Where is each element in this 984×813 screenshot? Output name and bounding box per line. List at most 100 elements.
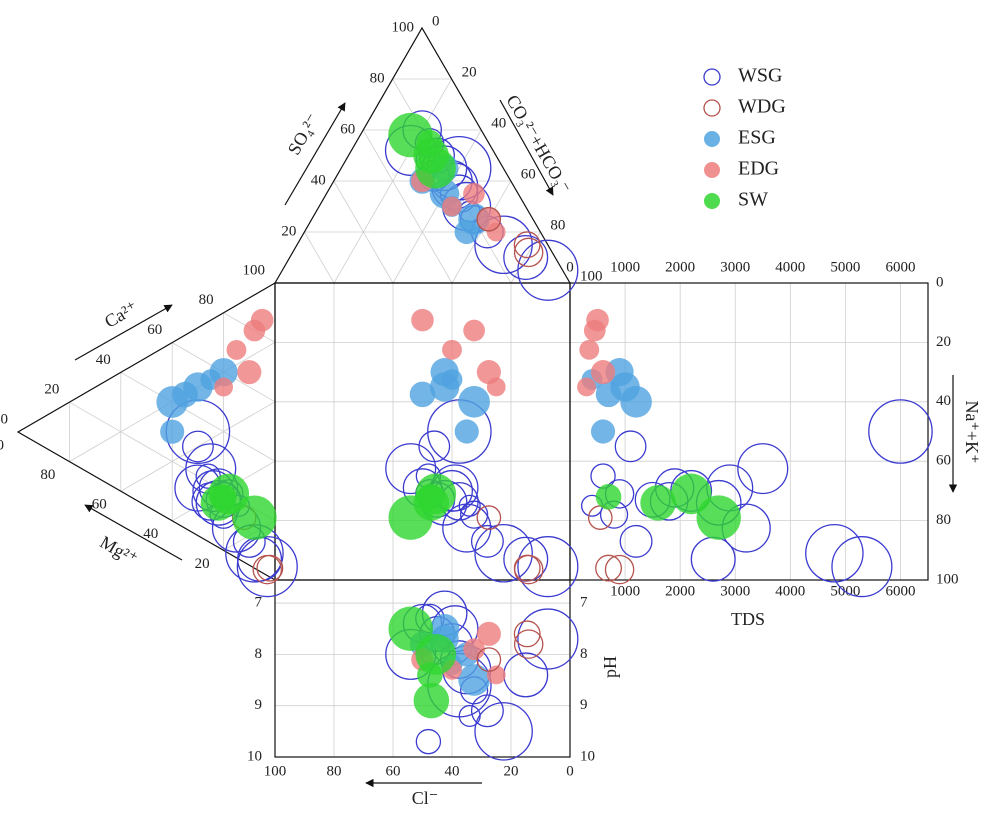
tick-label: 40 [311, 172, 326, 188]
tick-label: 100 [264, 763, 287, 779]
tick-label: 8 [255, 646, 263, 662]
cation-point [250, 308, 274, 332]
legend-label: ESG [738, 127, 776, 149]
tick-label: 9 [580, 697, 588, 713]
tds-point [620, 385, 652, 418]
axis-title: Cl⁻ [412, 788, 439, 808]
square-point [418, 430, 451, 463]
tick-label: 4000 [775, 583, 805, 599]
tick-label: 60 [92, 497, 107, 513]
cation-point [214, 377, 234, 397]
tick-label: 3000 [720, 583, 750, 599]
legend-label: WSG [738, 65, 782, 87]
tds-point [604, 554, 635, 585]
cation-point [160, 419, 185, 444]
tds-point [590, 360, 616, 385]
tick-label: 8 [580, 646, 588, 662]
legend-marker [703, 99, 721, 117]
square-point [454, 419, 479, 444]
tick-label: 40 [491, 115, 506, 131]
tds-point [619, 524, 653, 558]
tick-label: 10 [247, 748, 262, 764]
square-point [458, 494, 481, 517]
grid-line [120, 372, 276, 462]
tick-label: 20 [936, 334, 951, 350]
tick-label: 80 [40, 467, 55, 483]
arrow [499, 99, 554, 196]
axis-title: pH [600, 656, 620, 678]
tick-label: 3000 [720, 259, 750, 275]
tick-label: 100 [243, 262, 266, 278]
tick-label: 60 [386, 763, 401, 779]
axis-title: Na⁺+K⁺ [962, 400, 982, 463]
tick-label: 20 [504, 763, 519, 779]
tick-label: 60 [521, 166, 536, 182]
grid-line [392, 129, 482, 284]
ph-point [513, 620, 541, 648]
ph-point [463, 638, 485, 661]
ph-point [474, 702, 533, 761]
tds-point [696, 495, 741, 540]
tick-label: 0 [1, 411, 9, 427]
tick-label: 100 [392, 19, 415, 35]
ph-point [517, 608, 579, 670]
tick-label: 0 [566, 259, 574, 275]
tds-point [831, 536, 893, 598]
tick-label: 80 [370, 70, 385, 86]
tick-label: 1000 [610, 583, 640, 599]
tick-label: 80 [327, 763, 342, 779]
tick-label: 40 [143, 526, 158, 542]
square-point [411, 308, 434, 332]
square-point [409, 381, 436, 408]
tds-point [586, 308, 609, 332]
legend-label: EDG [738, 158, 779, 180]
cation-point [226, 339, 247, 360]
tick-label: 20 [44, 382, 59, 398]
legend-marker [704, 131, 720, 147]
ph-point [476, 621, 501, 646]
tds-point [805, 523, 864, 583]
square-point [415, 473, 457, 515]
square-point [474, 523, 533, 583]
tick-label: 6000 [885, 259, 915, 275]
ph-panel [274, 579, 571, 758]
anion-point [454, 219, 479, 245]
legend-label: SW [738, 189, 768, 211]
tds-point [614, 430, 647, 463]
tds-point [640, 484, 676, 521]
cation-point [237, 360, 262, 385]
ph-point [415, 728, 442, 755]
tds-point [595, 554, 622, 582]
square-point [458, 385, 490, 418]
tick-label: 0 [566, 763, 574, 779]
ph-point [486, 665, 506, 685]
tick-label: 80 [550, 217, 565, 233]
legend-label: WDG [738, 96, 786, 118]
tick-label: 40 [445, 763, 460, 779]
tick-label: 5000 [830, 259, 860, 275]
tick-label: 7 [255, 595, 263, 611]
square-point [476, 505, 502, 530]
grid-line [333, 180, 394, 284]
ph-point [470, 694, 504, 728]
tds-point [737, 443, 789, 495]
tds-panel [569, 282, 929, 581]
square-point [463, 319, 485, 342]
tds-point [690, 536, 736, 582]
tick-label: 40 [936, 393, 951, 409]
anion-point [415, 147, 456, 189]
tick-label: 100 [0, 437, 4, 453]
ph-point [513, 629, 544, 659]
tds-point [579, 339, 600, 360]
tick-label: 2000 [665, 583, 695, 599]
tick-label: 0 [432, 13, 440, 29]
axis-arrows [74, 99, 958, 788]
tick-label: 10 [580, 748, 595, 764]
square-point [442, 339, 462, 360]
axis-title: CO₃²⁻+HCO₃⁻ [502, 91, 574, 196]
anion-point [486, 222, 506, 242]
tick-label: 7 [580, 595, 588, 611]
tick-label: 0 [936, 274, 944, 290]
square-point [385, 443, 437, 495]
